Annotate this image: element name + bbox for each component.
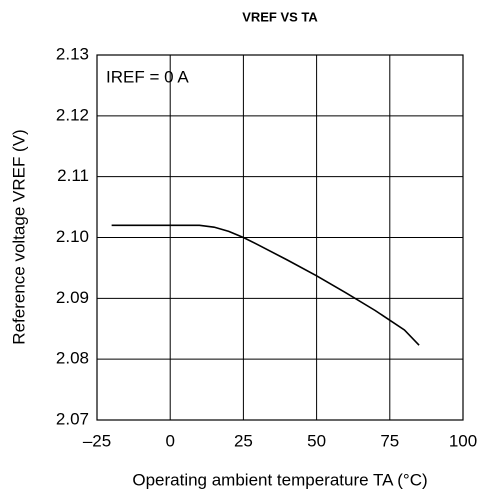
plot-border [96,54,464,421]
chart-title: VREF VS TA [242,9,318,24]
x-axis-label: Operating ambient temperature TA (°C) [132,470,427,489]
annotation: IREF = 0 A [106,67,189,86]
y-tick-label: 2.12 [56,105,89,124]
data-line [111,224,420,346]
y-tick-label: 2.07 [56,409,89,428]
x-tick-label: 0 [165,431,174,450]
y-tick-label: 2.09 [56,288,89,307]
y-tick-label: 2.13 [56,44,89,63]
x-tick-label: 25 [234,431,253,450]
x-tick-label: –25 [83,431,111,450]
x-tick-label: 100 [449,431,477,450]
x-tick-label: 75 [380,431,399,450]
y-tick-label: 2.10 [56,227,89,246]
x-tick-label: 50 [307,431,326,450]
y-axis-label: Reference voltage VREF (V) [9,129,28,344]
y-tick-label: 2.08 [56,349,89,368]
y-tick-label: 2.11 [57,166,89,185]
